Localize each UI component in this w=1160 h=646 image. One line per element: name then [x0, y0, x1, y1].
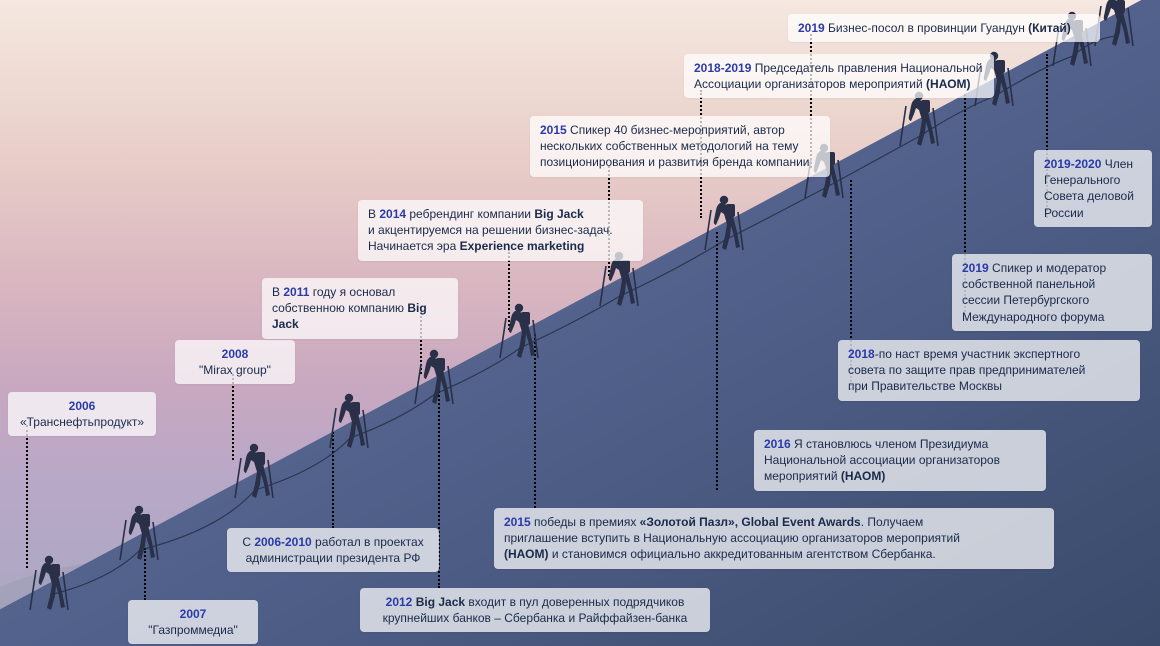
callout-c2014: В 2014 ребрендинг компании Big Jackи акц…: [358, 200, 643, 261]
callout-c2016: 2016 Я становлюсь членом ПрезидиумаНацио…: [754, 430, 1046, 491]
leader-line: [534, 334, 536, 508]
leader-line: [26, 425, 28, 568]
callout-c2018a: 2018-по наст время участник экспертногос…: [838, 340, 1140, 401]
callout-c2012: 2012 Big Jack входит в пул доверенных по…: [360, 588, 710, 632]
hiker-silhouette: [25, 552, 69, 612]
callout-c2015b: 2015 победы в премиях «Золотой Пазл», Gl…: [494, 508, 1054, 569]
callout-c2015a: 2015 Спикер 40 бизнес-мероприятий, автор…: [530, 116, 830, 177]
hiker-silhouette: [325, 390, 369, 450]
callout-c2018_2019: 2018-2019 Председатель правления Национа…: [684, 54, 994, 98]
callout-c2019_2020: 2019-2020 ЧленГенеральногоСовета деловой…: [1034, 150, 1152, 227]
hiker-silhouette: [230, 440, 274, 500]
callout-c2019a: 2019 Бизнес-посол в провинции Гуандун (К…: [788, 14, 1100, 42]
hiker-silhouette: [410, 346, 454, 406]
callout-c2008: 2008"Mirax group": [175, 340, 295, 384]
leader-line: [716, 232, 718, 490]
callout-c2011: В 2011 году я основалсобственною компани…: [262, 278, 458, 339]
timeline-infographic: 2006«Транснефтьпродукт» 2008"Mirax group"…: [0, 0, 1160, 646]
hiker-silhouette: [495, 300, 539, 360]
callout-c2006_2010: С 2006-2010 работал в проектахадминистра…: [227, 528, 439, 572]
callout-c2006: 2006«Транснефтьпродукт»: [8, 392, 156, 436]
callout-c2019b: 2019 Спикер и модераторсобственной панел…: [952, 254, 1152, 331]
callout-c2007: 2007"Газпроммедиа": [128, 600, 258, 644]
hiker-silhouette: [700, 192, 744, 252]
hiker-silhouette: [115, 502, 159, 562]
